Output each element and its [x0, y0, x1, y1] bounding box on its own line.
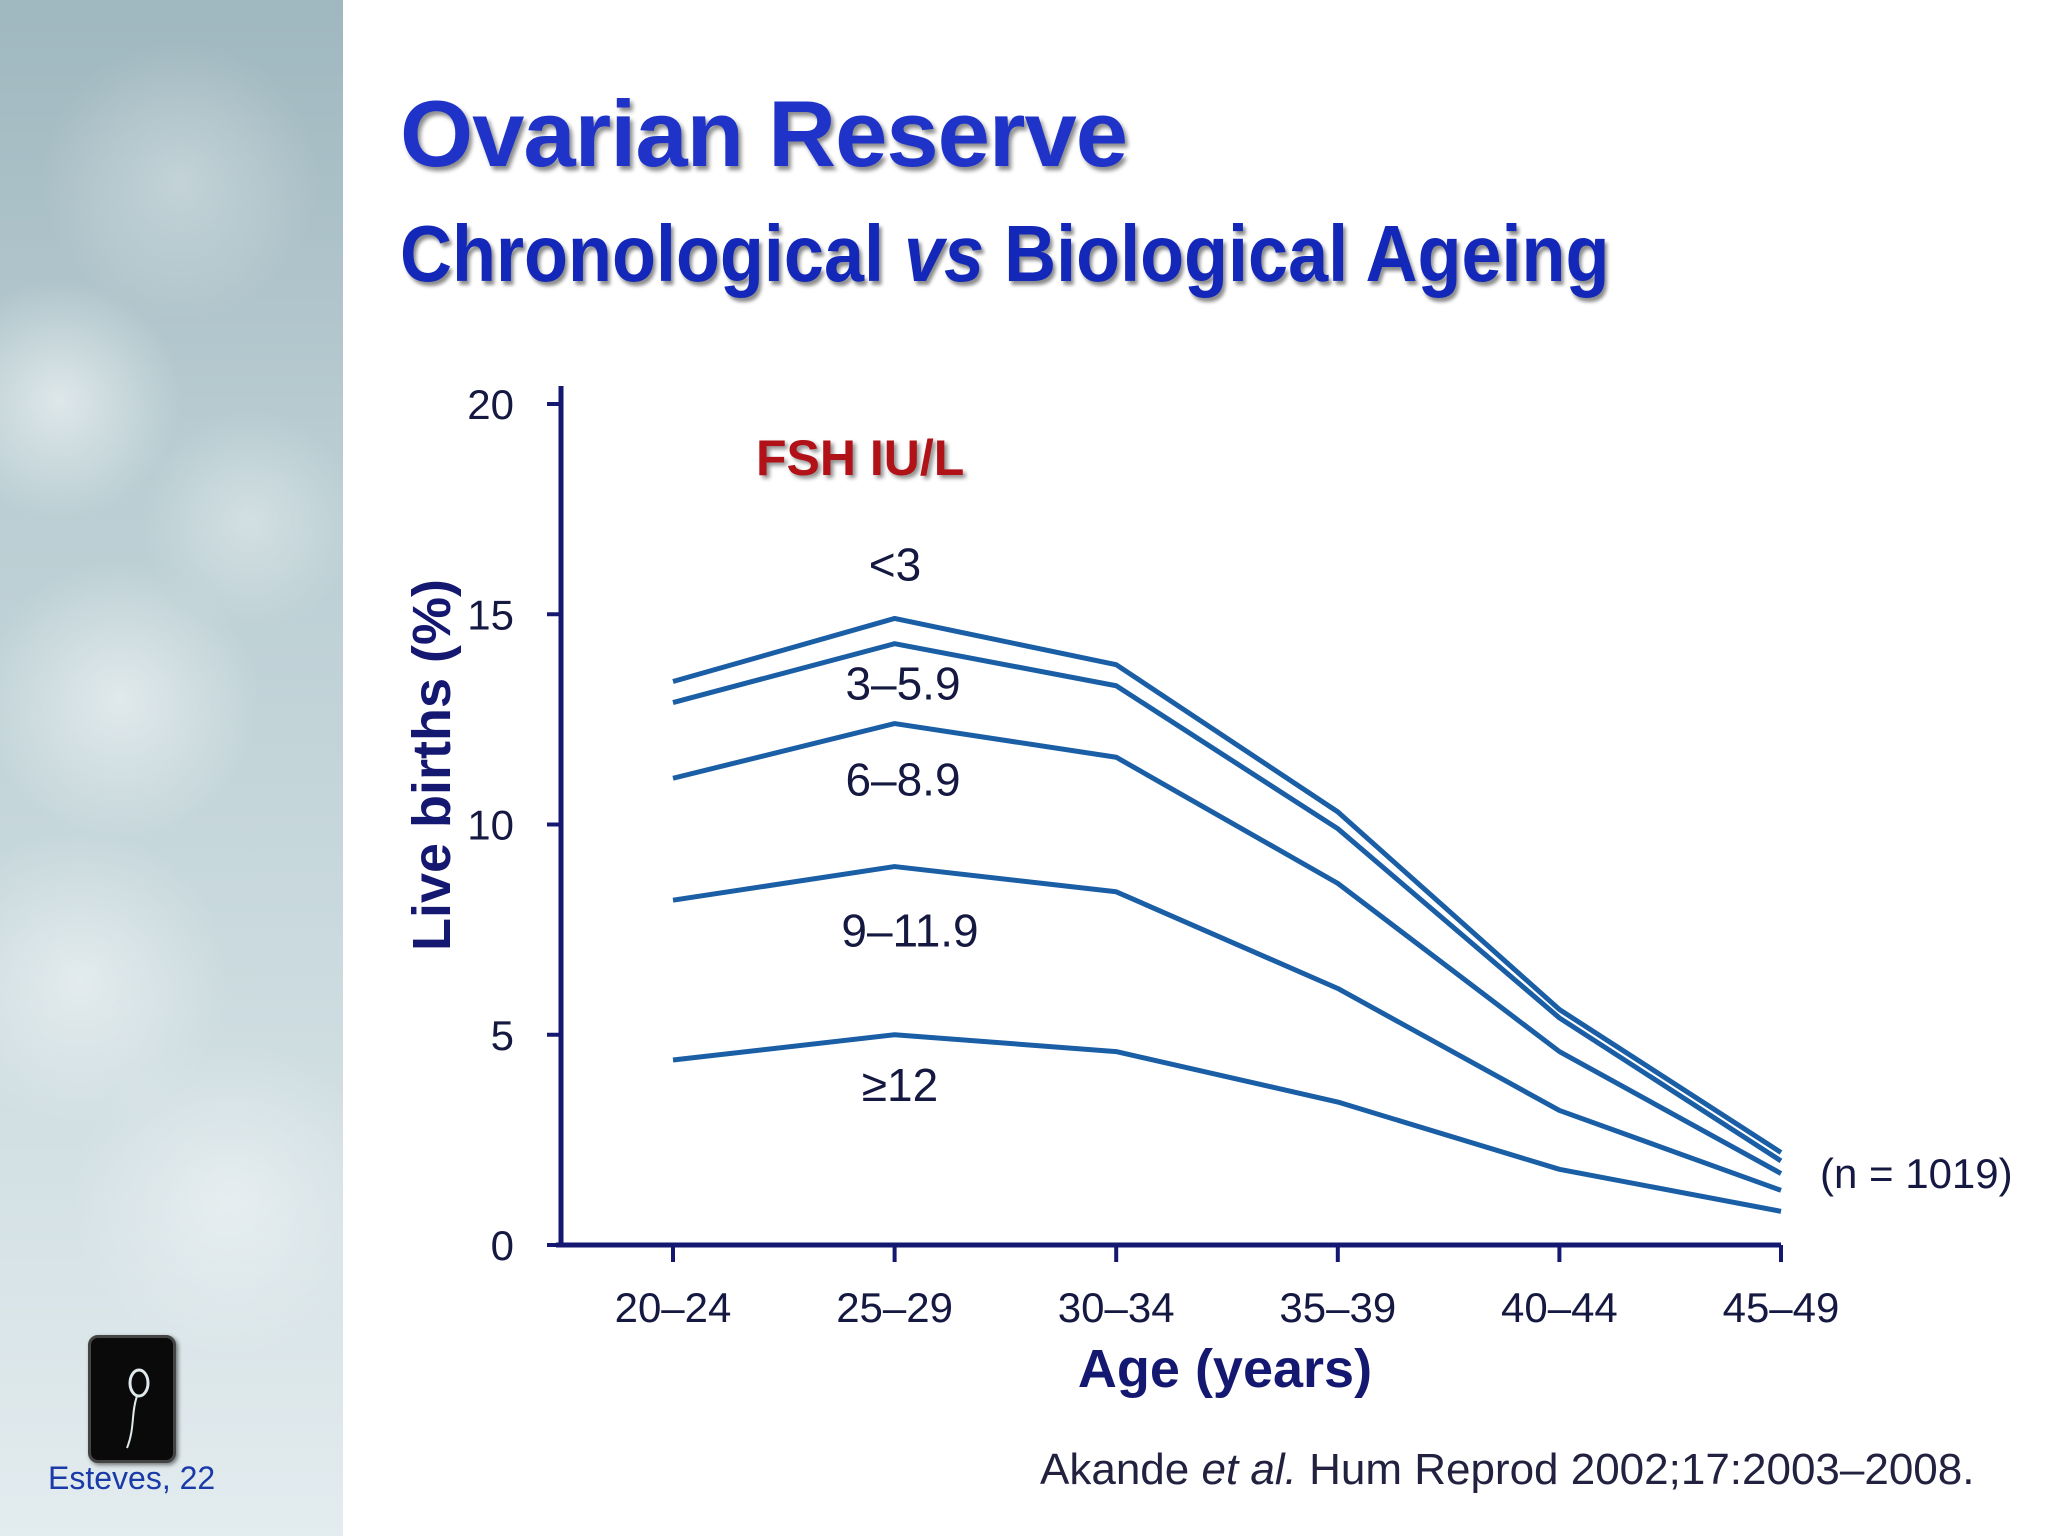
subtitle-part-1: Chronological: [400, 209, 904, 298]
x-tick-label: 25–29: [836, 1284, 953, 1331]
series-line: [672, 615, 1783, 1155]
series-label: ≥12: [862, 1059, 938, 1111]
citation-etal: et al.: [1201, 1445, 1297, 1494]
x-tick-label: 35–39: [1279, 1284, 1396, 1331]
x-tick-label: 45–49: [1723, 1284, 1840, 1331]
sample-size-annotation: (n = 1019): [1820, 1150, 2013, 1197]
citation: Akande et al. Hum Reprod 2002;17:2003–20…: [1040, 1445, 1974, 1495]
y-tick-label: 5: [491, 1012, 514, 1059]
subtitle-vs: vs: [904, 209, 985, 298]
series-line: [672, 641, 1783, 1164]
y-axis-label: Live births (%): [402, 579, 462, 951]
subtitle-part-2: Biological Ageing: [984, 209, 1610, 298]
series-label: 3–5.9: [845, 658, 960, 710]
series-line: [672, 721, 1783, 1176]
x-tick-label: 30–34: [1058, 1284, 1175, 1331]
y-tick-label: 20: [467, 381, 514, 428]
series-label: <3: [869, 538, 921, 590]
series-line: [672, 1032, 1782, 1214]
series-label: 9–11.9: [841, 905, 978, 957]
series-line: [672, 864, 1782, 1193]
series-label: 6–8.9: [845, 754, 960, 806]
decorative-sidebar: Esteves, 22: [0, 0, 343, 1536]
y-tick-label: 0: [491, 1222, 514, 1269]
legend-title: FSH IU/L: [756, 430, 964, 486]
citation-rest: Hum Reprod 2002;17:2003–2008.: [1296, 1445, 1975, 1494]
sperm-logo-icon: [88, 1335, 176, 1463]
x-tick-label: 40–44: [1501, 1284, 1618, 1331]
x-axis-label: Age (years): [1078, 1339, 1372, 1399]
x-tick-label: 20–24: [615, 1284, 732, 1331]
y-tick-label: 10: [467, 802, 514, 849]
author-credit: Esteves, 22: [48, 1460, 216, 1496]
slide-subtitle: Chronological vs Biological Ageing: [400, 208, 1609, 300]
y-tick-label: 15: [467, 591, 514, 638]
citation-author: Akande: [1040, 1445, 1202, 1494]
slide-title: Ovarian Reserve: [400, 81, 1128, 186]
